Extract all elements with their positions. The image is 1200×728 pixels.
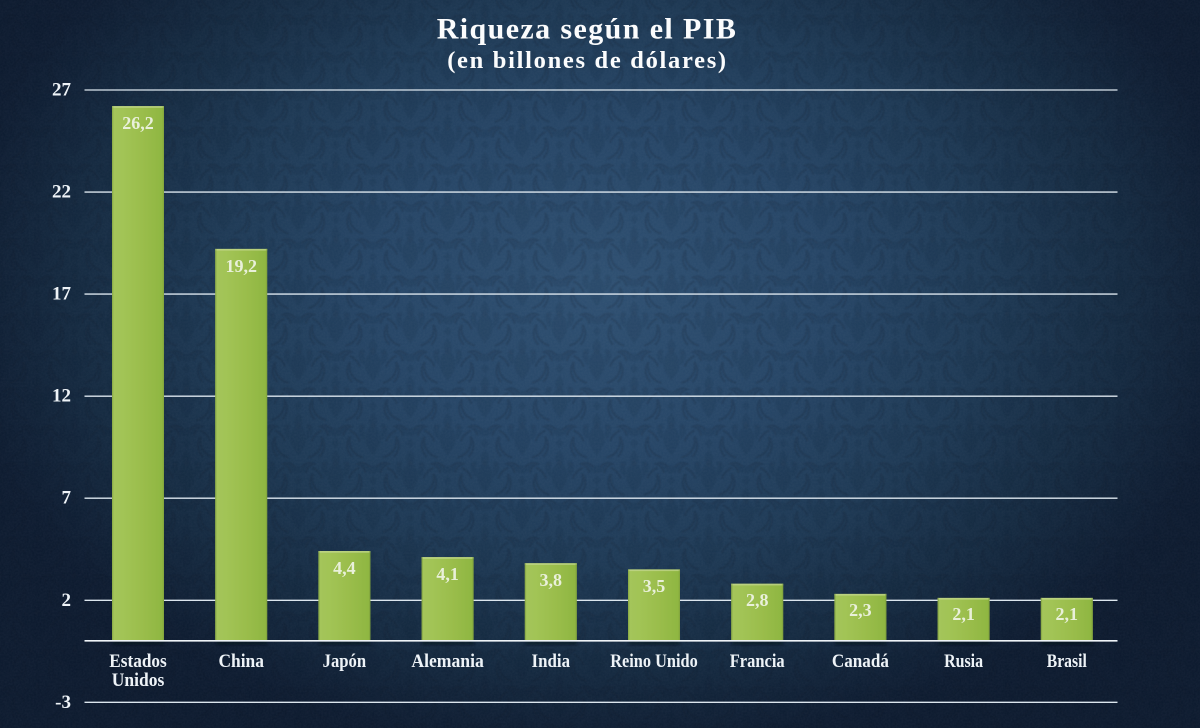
svg-text:19,2: 19,2 (225, 256, 257, 276)
svg-text:7: 7 (62, 488, 72, 509)
svg-text:2,3: 2,3 (849, 600, 872, 620)
svg-text:Riqueza según el PIB: Riqueza según el PIB (437, 13, 738, 46)
svg-text:4,1: 4,1 (436, 564, 459, 584)
svg-text:Japón: Japón (323, 652, 367, 672)
svg-text:2,1: 2,1 (952, 604, 975, 624)
svg-text:26,2: 26,2 (122, 113, 154, 133)
svg-text:Unidos: Unidos (112, 671, 165, 691)
svg-text:Canadá: Canadá (832, 652, 889, 672)
svg-text:Alemania: Alemania (411, 652, 484, 672)
svg-text:3,8: 3,8 (540, 570, 563, 590)
svg-text:22: 22 (52, 182, 71, 203)
svg-text:3,5: 3,5 (643, 576, 666, 596)
svg-text:Reino Unido: Reino Unido (610, 652, 698, 672)
svg-text:China: China (218, 652, 264, 672)
svg-text:India: India (532, 652, 571, 672)
svg-text:Francia: Francia (730, 652, 785, 672)
svg-text:12: 12 (52, 386, 71, 407)
svg-text:17: 17 (52, 284, 72, 305)
svg-text:2,1: 2,1 (1056, 604, 1079, 624)
svg-text:4,4: 4,4 (333, 558, 356, 578)
svg-text:(en billones de dólares): (en billones de dólares) (447, 47, 728, 74)
svg-text:Rusia: Rusia (944, 652, 983, 672)
svg-text:2,8: 2,8 (746, 590, 769, 610)
svg-text:2: 2 (62, 590, 72, 611)
svg-text:Brasil: Brasil (1047, 652, 1087, 672)
svg-text:27: 27 (52, 80, 72, 101)
svg-text:-3: -3 (55, 692, 71, 713)
svg-text:Estados: Estados (109, 652, 167, 672)
